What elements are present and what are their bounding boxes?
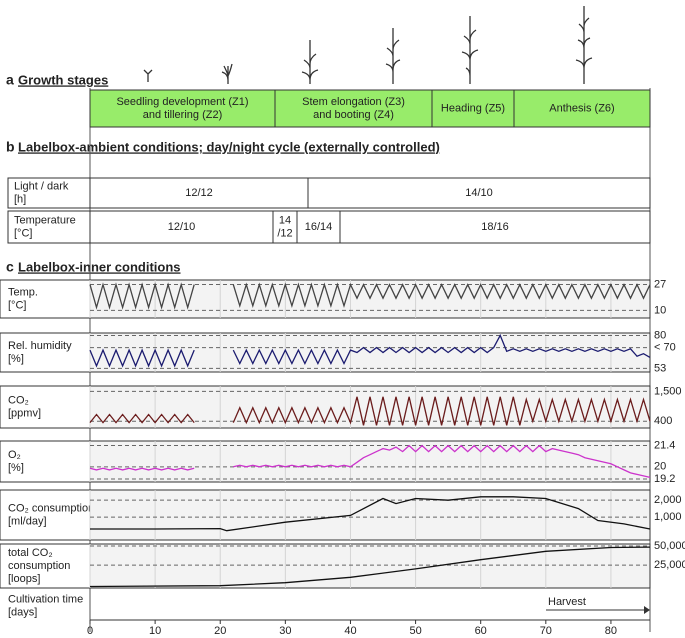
annotation: Harvest [548,596,586,608]
label-line: 14/10 [465,187,493,199]
plot-area [89,543,651,589]
label-line: Stem elongation (Z3) [302,96,405,108]
y-tick-label: 1,000 [654,511,682,523]
label-box [0,279,91,319]
y-tick-label: 1,500 [654,385,682,397]
label-line: [°C] [8,299,26,311]
panel-letter: b [6,139,15,155]
label-line: 12/10 [168,221,196,233]
label-line: Temperature [14,214,76,226]
label-line: Seedling development (Z1) [116,96,248,108]
series-line [89,444,651,479]
label-line: 18/16 [481,221,509,233]
series-line [89,333,651,368]
label-line: CO₂ consumption [8,502,94,514]
stage-box [274,89,433,128]
table-cell [89,177,309,209]
y-tick-label: 19.2 [654,473,675,485]
y-tick-label: 27 [654,278,666,290]
label-line: [days] [8,606,37,618]
y-tick-label: 80 [654,329,666,341]
label-line: [h] [14,193,26,205]
stage-box [431,89,515,128]
annotation-arrowhead [644,606,650,614]
x-tick-label: 40 [344,625,356,637]
x-tick-label: 0 [87,625,93,637]
label-box [0,489,91,541]
table-cell [7,210,91,244]
panel-title: Labelbox-ambient conditions; day/night c… [18,139,440,154]
panel-letter: a [6,72,14,88]
x-tick-label: 70 [540,625,552,637]
label-line: and tillering (Z2) [143,109,222,121]
series-line [89,396,651,426]
stage-box [513,89,651,128]
label-line: Heading (Z5) [441,102,505,114]
x-tick-label: 50 [409,625,421,637]
y-tick-label: 50,000 [654,540,685,552]
label-line: Light / dark [14,180,69,192]
x-tick-label: 80 [605,625,617,637]
label-line: [ml/day] [8,515,47,527]
plot-area [89,489,651,541]
y-tick-label: 25,000 [654,559,685,571]
x-tick-label: 20 [214,625,226,637]
x-tick-label: 60 [475,625,487,637]
label-line: /12 [277,227,292,239]
label-line: Anthesis (Z6) [549,102,614,114]
table-cell [339,210,651,244]
label-line: Temp. [8,286,38,298]
label-line: Rel. humidity [8,340,72,352]
label-line: [%] [8,353,24,365]
x-tick-label: 10 [149,625,161,637]
series-line [90,496,651,532]
label-line: [ppmv] [8,407,41,419]
label-line: O₂ [8,449,21,461]
table-cell [272,210,298,244]
panel-title: Growth stages [18,72,108,87]
label-box [0,543,91,589]
y-tick-label: 10 [654,304,666,316]
y-tick-label: < 70 [654,342,676,354]
label-line: 14 [279,214,291,226]
label-box [0,385,91,429]
table-cell [89,210,274,244]
series-line [89,546,651,588]
label-line: and booting (Z4) [313,109,394,121]
label-line: [°C] [14,227,32,239]
y-tick-label: 21.4 [654,439,675,451]
panel-letter: c [6,259,14,275]
label-line: total CO₂ [8,547,53,559]
plant-icons [143,6,593,84]
label-line: [%] [8,462,24,474]
label-line: Cultivation time [8,593,83,605]
y-tick-label: 2,000 [654,494,682,506]
table-cell [307,177,651,209]
y-tick-label: 20 [654,461,666,473]
label-box [0,332,91,373]
x-tick-label: 30 [279,625,291,637]
label-line: CO₂ [8,394,29,406]
stage-box [89,89,276,128]
series-line [89,282,651,310]
label-line: 12/12 [185,187,213,199]
panel-title: Labelbox-inner conditions [18,259,181,274]
label-line: consumption [8,560,70,572]
y-tick-label: 400 [654,415,672,427]
y-tick-label: 53 [654,362,666,374]
label-box [0,440,91,483]
plot-area [89,440,651,483]
label-line: [loops] [8,573,40,585]
table-cell [296,210,341,244]
label-line: 16/14 [305,221,333,233]
